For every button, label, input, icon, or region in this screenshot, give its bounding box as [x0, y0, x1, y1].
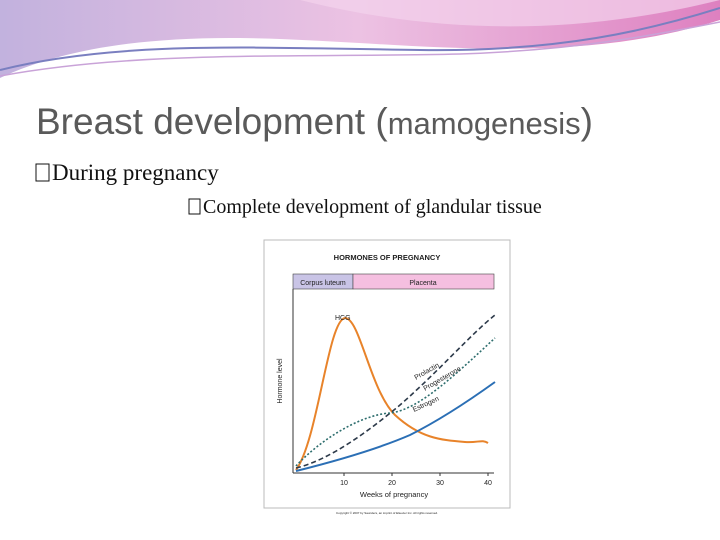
x-axis-label: Weeks of pregnancy [360, 490, 428, 499]
bullet: Complete development of glandular tissue [203, 196, 542, 218]
x-tick-label: 10 [340, 480, 348, 487]
bullet: During pregnancy [52, 160, 219, 185]
slide-title: Breast development (mamogenesis) [36, 101, 593, 142]
header-decoration [0, 0, 720, 78]
hcg-curve [295, 316, 489, 471]
x-tick-label: 20 [388, 480, 396, 487]
phase-label: Corpus luteum [300, 280, 346, 287]
phase-bar [352, 273, 495, 290]
prolactin-curve [295, 314, 496, 469]
figure-title: HORMONES OF PREGNANCY [334, 253, 441, 262]
title-sub: mamogenesis [388, 106, 581, 141]
y-axis-label: Hormone level [277, 358, 284, 404]
copyright: Copyright © 2007 by Saunders, an imprint… [336, 511, 438, 515]
curve-label: HCG [335, 315, 351, 322]
figure: HORMONES OF PREGNANCY Corpus luteum Plac… [263, 239, 511, 515]
progesterone-curve [295, 337, 496, 467]
x-tick-label: 30 [436, 480, 444, 487]
title-main: Breast development ( [36, 101, 388, 142]
phase-label: Placenta [409, 280, 436, 287]
title-close: ) [581, 101, 593, 142]
bullet-icon [35, 163, 50, 182]
estrogen-curve [295, 381, 496, 472]
x-tick-label: 40 [484, 480, 492, 487]
bullet-icon [188, 198, 201, 215]
